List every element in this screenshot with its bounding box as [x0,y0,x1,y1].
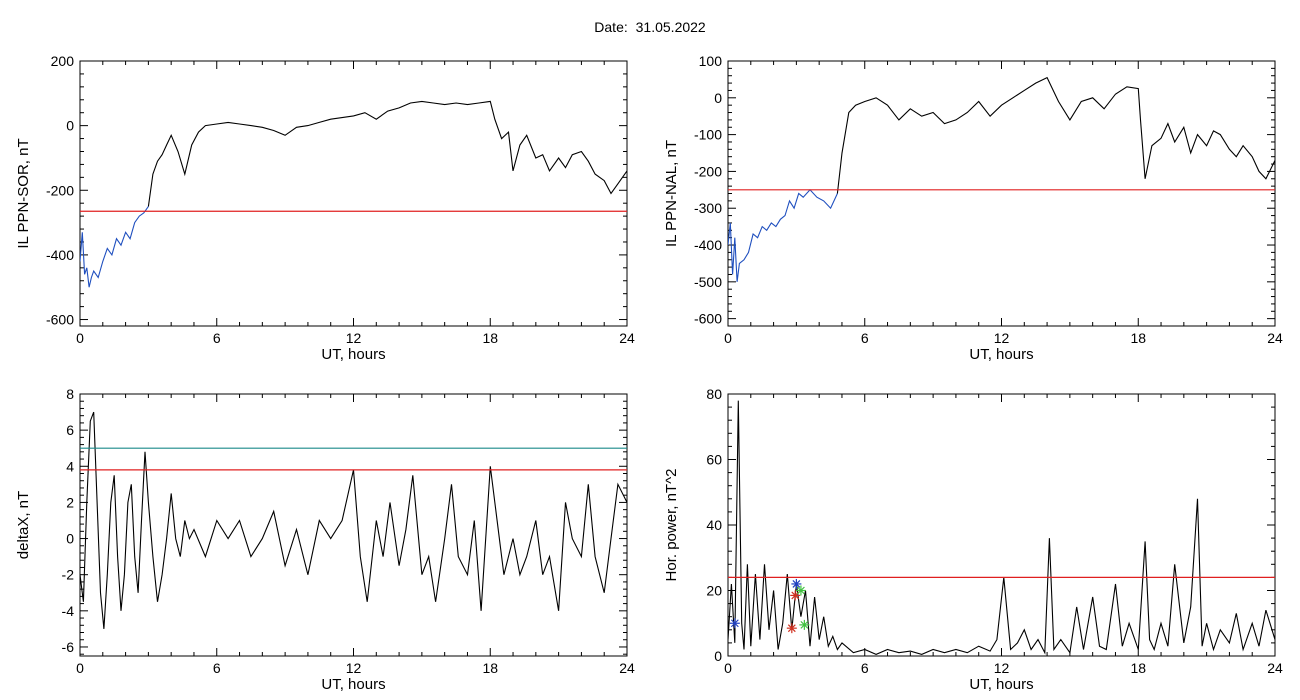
x-tick-label: 12 [346,660,362,676]
y-tick-label: -2 [62,567,75,583]
y-tick-label: 40 [706,517,722,533]
y-tick-label: -600 [46,312,74,328]
x-tick-label: 6 [861,660,869,676]
x-tick-label: 12 [994,660,1010,676]
y-tick-label: 0 [714,90,722,106]
x-tick-label: 18 [1130,330,1146,346]
x-tick-label: 24 [1267,330,1283,346]
x-tick-label: 18 [1130,660,1146,676]
y-tick-label: 100 [699,53,723,69]
y-tick-label: 80 [706,386,722,402]
y-tick-label: 4 [66,458,74,474]
y-tick-label: -400 [694,237,722,253]
series-line-black [147,100,627,207]
y-tick-label: 2 [66,494,74,510]
x-tick-label: 6 [213,660,221,676]
date-value: 31.05.2022 [635,19,706,35]
x-tick-label: 0 [76,660,84,676]
x-tick-label: 24 [1267,660,1283,676]
y-tick-label: 0 [66,531,74,547]
y-tick-label: -300 [694,200,722,216]
series-line-black [836,76,1275,194]
marker-red [786,623,797,634]
y-tick-label: -6 [62,639,75,655]
y-tick-label: 60 [706,452,722,468]
x-tick-label: 18 [482,330,498,346]
x-axis-label: UT, hours [321,676,385,693]
x-tick-label: 12 [346,330,362,346]
marker-green [799,619,810,630]
y-axis-label: IL PPN-SOR, nT [15,138,32,248]
plot-frame [727,60,1276,327]
x-tick-label: 0 [724,330,732,346]
series-line-black [728,400,1275,655]
date-title: Date: 31.05.2022 [0,19,1300,35]
panel-ppn-nal: 0 6 12 18 24 -600 -500 -400 -300 -200 -100 0 100 UT, … [663,53,1283,363]
series-line-blue [80,206,149,288]
x-tick-label: 0 [724,660,732,676]
x-tick-label: 12 [994,330,1010,346]
marker-blue [729,618,740,629]
y-tick-label: -400 [46,247,74,263]
y-tick-label: -600 [694,311,722,327]
y-tick-label: 200 [51,53,75,69]
plot-frame [727,393,1276,657]
x-axis-label: UT, hours [321,346,385,363]
x-tick-label: 24 [619,330,635,346]
x-tick-label: 0 [76,330,84,346]
panel-ppn-sor: 0 6 12 18 24 -600 -400 -200 0 200 UT, hours IL PPN-… [15,53,635,363]
series-line-black [80,411,627,629]
y-tick-label: 0 [714,648,722,664]
y-tick-label: -200 [46,182,74,198]
marker-blue [791,578,802,589]
y-tick-label: -200 [694,163,722,179]
date-label: Date: [594,19,628,35]
x-tick-label: 24 [619,660,635,676]
y-tick-label: 6 [66,422,74,438]
plot-frame [79,393,628,657]
plot-frame [79,60,628,327]
marker-green [795,585,806,596]
y-tick-label: 8 [66,386,74,402]
panel-hor-power: 0 6 12 18 24 0 20 40 60 80 UT, hours Hor. power, nT… [663,386,1283,693]
y-tick-label: 20 [706,583,722,599]
y-tick-label: -100 [694,127,722,143]
y-axis-label: deltaX, nT [15,491,32,559]
y-tick-label: 0 [66,118,74,134]
x-axis-label: UT, hours [969,676,1033,693]
x-tick-label: 18 [482,660,498,676]
x-axis-label: UT, hours [969,346,1033,363]
x-tick-label: 6 [213,330,221,346]
y-axis-label: IL PPN-NAL, nT [663,140,680,247]
x-tick-label: 6 [861,330,869,346]
y-tick-label: -500 [694,274,722,290]
series-line-blue [728,188,838,282]
y-tick-label: -4 [62,603,75,619]
y-axis-label: Hor. power, nT^2 [663,469,680,582]
